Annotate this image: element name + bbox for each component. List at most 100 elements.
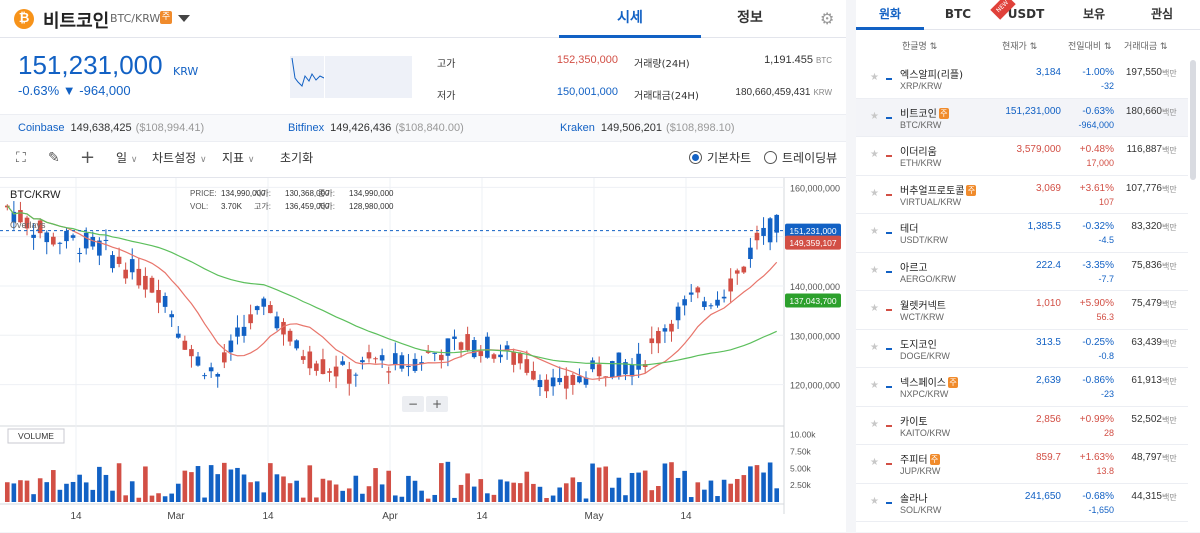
chevron-down-icon[interactable] [178,15,190,22]
volume-bar [274,474,280,502]
chart-settings-menu[interactable]: 차트설정 ∨ [152,144,207,172]
candle-body [235,327,240,337]
list-item[interactable]: ★ 솔라나 SOL/KRW 241,650 -0.68% -1,650 44,315 백만 [856,484,1188,522]
chart-area[interactable]: 160,000,000150,000,000140,000,000130,000… [0,177,846,532]
volume-bar [360,493,365,502]
coin-price: 241,650 [1024,490,1061,502]
list-item[interactable]: ★ 엑스알피(리플) XRP/KRW 3,184 -1.00% -32 197,550 백만 [856,60,1188,99]
tab-favorites[interactable]: 관심 [1150,7,1174,21]
list-item[interactable]: ★ 비트코인 주 BTC/KRW 151,231,000 -0.63% -964,000 18… [856,98,1188,137]
price-chart[interactable]: 160,000,000150,000,000140,000,000130,000… [0,178,846,533]
crosshair-icon[interactable]: + [80,147,96,168]
column-price-label: 현재가 [1002,42,1027,52]
candle-body [386,371,392,373]
tab-holdings[interactable]: 보유 [1082,7,1106,21]
basic-chart-radio[interactable] [689,151,702,164]
candle-body [537,380,543,388]
volume-bar [471,486,477,502]
star-icon[interactable]: ★ [870,226,879,237]
column-name[interactable]: 한글명 ⇅ [902,39,937,52]
candle-body [774,214,780,233]
star-icon[interactable]: ★ [870,418,879,430]
list-item[interactable]: ★ 아르고 AERGO/KRW 222.4 -3.35% -7.7 75,836 백만 [856,253,1188,291]
list-item[interactable]: ★ 버추얼프로토콜 주 VIRTUAL/KRW 3,069 +3.61% 107 107,77… [856,176,1188,214]
coin-name[interactable]: 비트코인 [43,11,110,32]
column-volume[interactable]: 거래대금 ⇅ [1124,39,1168,52]
period-select[interactable]: 일 ∨ [116,144,137,172]
coin-volume-unit: 백만 [1162,415,1177,425]
star-icon[interactable]: ★ [870,72,879,83]
coin-pair: SOL/KRW [900,504,942,515]
volume-bar [116,463,122,502]
basic-chart-label[interactable]: 기본차트 [707,151,752,165]
trading-view-label[interactable]: 트레이딩뷰 [782,151,838,165]
volume-bar [123,495,128,502]
gear-icon[interactable]: ⚙ [820,9,835,28]
x-tick-label: 14 [262,511,274,522]
reset-button[interactable]: 초기화 [280,151,314,165]
scrollbar[interactable] [1190,60,1196,180]
list-item[interactable]: ★ 넥스페이스 주 NXPC/KRW 2,639 -0.86% -23 61,913 백만 [856,368,1188,407]
candle-body [656,330,661,344]
exchange-price: 149,426,436 [330,122,392,134]
coin-pair: BTC/KRW [110,12,161,25]
star-icon[interactable]: ★ [870,149,879,160]
warning-badge: 주 [160,11,172,24]
candle-body [300,356,306,360]
star-icon[interactable]: ★ [870,187,879,199]
market-tabs: 원화 BTC USDT 보유 관심 NEW [856,0,1200,30]
coin-name: 카이토 [900,413,928,428]
star-icon[interactable]: ★ [870,110,879,122]
coin-pair: XRP/KRW [900,81,942,91]
coin-volume-unit: 백만 [1162,377,1177,386]
star-icon[interactable]: ★ [870,303,879,314]
tab-btc[interactable]: BTC [944,7,972,21]
list-item[interactable]: ★ 월렛커넥트 WCT/KRW 1,010 +5.90% 56.3 75,479 백만 [856,291,1188,330]
trading-view-radio[interactable] [764,151,777,164]
sort-icon: ⇅ [929,42,938,52]
star-icon[interactable]: ★ [870,341,879,353]
tab-price[interactable]: 시세 [559,0,701,38]
candle-body [471,340,477,358]
ohlc-value: 130,368,000 [285,189,330,198]
price-unit: KRW [173,65,199,78]
star-icon[interactable]: ★ [870,380,879,391]
volume-bar [175,483,181,502]
list-item[interactable]: ★ 이더리움 ETH/KRW 3,579,000 +0.48% 17,000 116,887… [856,137,1188,176]
trend-mark-icon [886,116,892,119]
volume-bar [103,474,109,502]
price-tag [785,223,841,238]
star-icon[interactable]: ★ [870,495,879,507]
column-price[interactable]: 현재가 ⇅ [1002,39,1037,52]
list-item[interactable]: ★ 도지코인 DOGE/KRW 313.5 -0.25% -0.8 63,439 백만 [856,330,1188,368]
candle-body [669,323,674,332]
candle-body [18,210,23,223]
star-icon[interactable]: ★ [870,264,879,276]
list-item[interactable]: ★ 테더 USDT/KRW 1,385.5 -0.32% -4.5 83,320 백만 [856,214,1188,253]
tab-info[interactable]: 정보 [737,10,763,26]
warning-badge: 주 [948,377,958,388]
bitcoin-logo-icon: ₿ [14,9,34,29]
coin-name-text: 엑스알피(리플) [900,70,964,81]
volume-bar [616,477,622,502]
indicators-menu[interactable]: 지표 ∨ [222,144,255,172]
volume-bar [215,474,221,502]
pencil-icon[interactable]: ✎ [48,150,60,166]
chevron-down-icon: ∨ [247,155,255,165]
tab-krw[interactable]: 원화 [856,0,924,30]
tab-usdt[interactable]: USDT [1007,7,1045,21]
coin-pair: AERGO/KRW [900,273,956,284]
volume-bar [340,490,345,502]
chevron-down-icon: ∨ [200,155,207,165]
column-change[interactable]: 전일대비 ⇅ [1068,39,1112,52]
star-icon[interactable]: ★ [870,457,879,468]
list-item[interactable]: ★ 주피터 주 JUP/KRW 859.7 +1.63% 13.8 48,797 백만 [856,445,1188,484]
volume-bar [143,466,148,502]
candle-body [596,364,602,377]
list-item[interactable]: ★ 카이토 KAITO/KRW 2,856 +0.99% 28 52,502 백만 [856,407,1188,445]
coin-name: 이더리움 [900,143,937,158]
fullscreen-icon[interactable]: ⛶ [16,150,26,166]
candle-body [649,338,655,344]
coin-volume: 107,776 [1125,182,1162,194]
column-change-label: 전일대비 [1068,42,1102,52]
